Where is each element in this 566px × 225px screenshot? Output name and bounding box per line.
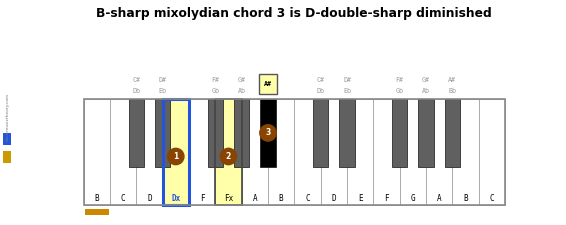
Text: F#: F# — [211, 77, 219, 83]
Bar — [162, 99, 189, 205]
Bar — [321, 99, 347, 205]
Text: F: F — [200, 194, 204, 202]
Bar — [479, 99, 505, 205]
Bar — [268, 99, 294, 205]
Text: A: A — [437, 194, 441, 202]
Text: Eb: Eb — [343, 88, 351, 94]
Bar — [260, 99, 276, 166]
Text: C#: C# — [316, 77, 325, 83]
Bar — [208, 99, 223, 166]
Text: 2: 2 — [226, 152, 231, 161]
Bar — [110, 99, 136, 205]
Bar — [374, 99, 400, 205]
Text: G#: G# — [238, 77, 246, 83]
Bar — [400, 99, 426, 205]
Text: D#: D# — [158, 77, 166, 83]
Circle shape — [220, 148, 237, 165]
Text: basicmusictheory.com: basicmusictheory.com — [5, 93, 10, 141]
Bar — [313, 99, 328, 166]
Text: Eb: Eb — [158, 88, 166, 94]
Text: G: G — [410, 194, 415, 202]
Text: Ab: Ab — [422, 88, 430, 94]
Bar — [136, 99, 162, 205]
Text: B-sharp mixolydian chord 3 is D-double-sharp diminished: B-sharp mixolydian chord 3 is D-double-s… — [96, 7, 492, 20]
Text: D: D — [332, 194, 336, 202]
Bar — [418, 99, 434, 166]
Text: D#: D# — [343, 77, 351, 83]
Text: Gb: Gb — [396, 88, 404, 94]
Text: B: B — [463, 194, 468, 202]
Text: A#: A# — [264, 81, 272, 87]
Bar — [189, 99, 215, 205]
Text: G#: G# — [422, 77, 430, 83]
Text: D: D — [147, 194, 152, 202]
Bar — [294, 99, 321, 205]
Bar — [84, 99, 505, 205]
Text: C: C — [121, 194, 126, 202]
Bar — [392, 99, 408, 166]
Bar — [242, 99, 268, 205]
Text: 3: 3 — [265, 128, 271, 137]
Text: Fx: Fx — [224, 194, 233, 202]
Bar — [452, 99, 479, 205]
Text: B: B — [279, 194, 284, 202]
Bar — [426, 99, 452, 205]
Bar — [234, 99, 249, 166]
Bar — [215, 99, 242, 205]
Bar — [128, 99, 144, 166]
Text: Dx: Dx — [171, 194, 181, 202]
Bar — [155, 99, 170, 166]
Text: A: A — [252, 194, 257, 202]
Bar — [85, 209, 109, 215]
Bar — [215, 99, 242, 205]
Text: C#: C# — [132, 77, 140, 83]
Text: F#: F# — [396, 77, 404, 83]
FancyBboxPatch shape — [259, 74, 277, 94]
Text: C: C — [490, 194, 494, 202]
Bar — [340, 99, 355, 166]
Text: Bb: Bb — [448, 88, 456, 94]
Text: B: B — [95, 194, 99, 202]
Bar — [347, 99, 374, 205]
Text: A#: A# — [448, 77, 456, 83]
Bar — [84, 99, 110, 205]
Circle shape — [260, 125, 276, 141]
Text: Db: Db — [132, 88, 140, 94]
Bar — [445, 99, 460, 166]
Circle shape — [168, 148, 184, 165]
Text: C: C — [305, 194, 310, 202]
Text: F: F — [384, 194, 389, 202]
Bar — [162, 99, 189, 205]
Text: Ab: Ab — [238, 88, 246, 94]
Text: 1: 1 — [173, 152, 178, 161]
Text: Db: Db — [316, 88, 325, 94]
Text: E: E — [358, 194, 362, 202]
Text: Gb: Gb — [211, 88, 219, 94]
